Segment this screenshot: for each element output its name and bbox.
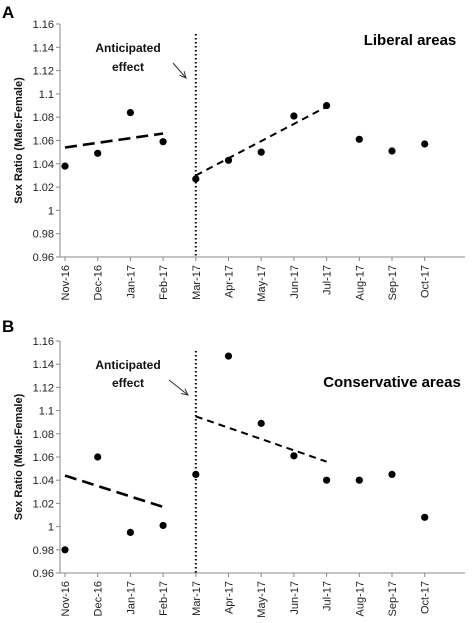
- y-tick-label: 1.12: [33, 66, 54, 78]
- annotation-line-2: effect: [112, 376, 144, 390]
- data-point: [224, 352, 233, 360]
- annotation-line-1: Anticipated: [95, 41, 160, 55]
- x-tick-label: Nov-16: [60, 265, 72, 300]
- x-tick-label: Sep-17: [387, 581, 399, 616]
- y-tick-label: 1.04: [33, 475, 54, 487]
- y-tick-label: 1.02: [33, 498, 54, 510]
- data-point: [61, 162, 69, 170]
- chart-panel-b: B Conservative areas Sex Ratio (Male:Femal…: [2, 317, 465, 618]
- data-point: [323, 101, 331, 110]
- x-tick-label: Jun-17: [289, 581, 301, 615]
- data-point: [421, 513, 429, 521]
- panel-letter: A: [2, 3, 14, 22]
- y-tick-label: 1.1: [39, 406, 54, 418]
- y-tick-label: 1.02: [33, 182, 54, 194]
- data-point: [192, 175, 200, 183]
- chart-panel-a: A Liberal areas Sex Ratio (Male:Female) 0.9…: [2, 3, 465, 302]
- y-tick-label: 1.12: [33, 382, 54, 394]
- x-tick-label: Nov-16: [60, 581, 72, 616]
- data-point: [94, 149, 102, 157]
- y-tick-label: 1.16: [33, 336, 54, 348]
- annotation-line-2: effect: [112, 60, 144, 74]
- x-tick-label: Sep-17: [387, 265, 399, 300]
- x-tick-label: Aug-17: [354, 581, 366, 616]
- chart-title: Liberal areas: [364, 32, 457, 49]
- trend-line-pre: [64, 132, 164, 149]
- x-tick-label: Apr-17: [224, 265, 236, 298]
- x-tick-label: Mar-17: [191, 265, 203, 300]
- annotation-arrow: [168, 379, 189, 396]
- x-tick-label: Apr-17: [224, 581, 236, 614]
- data-point: [257, 419, 265, 427]
- data-point: [224, 156, 233, 164]
- data-point: [126, 108, 134, 117]
- x-tick-label: Feb-17: [158, 581, 170, 616]
- y-tick-label: 1.1: [39, 89, 54, 101]
- data-point: [159, 138, 167, 146]
- data-point: [388, 147, 396, 155]
- y-tick-label: 0.96: [33, 252, 54, 264]
- annotation-arrow: [172, 62, 187, 79]
- data-point: [61, 546, 69, 554]
- y-tick-label: 1.04: [33, 159, 54, 171]
- data-point: [192, 470, 200, 478]
- x-tick-label: Dec-16: [93, 265, 105, 300]
- data-point: [290, 452, 298, 460]
- y-tick-label: 1.14: [33, 42, 54, 54]
- chart-title: Conservative areas: [323, 374, 461, 391]
- x-tick-label: Oct-17: [420, 581, 432, 614]
- x-tick-label: May-17: [256, 581, 268, 618]
- data-point: [323, 476, 331, 484]
- data-point: [355, 135, 363, 143]
- y-axis-label: Sex Ratio (Male:Female): [13, 77, 25, 204]
- annotation-line-1: Anticipated: [95, 358, 160, 372]
- y-tick-label: 0.98: [33, 229, 54, 241]
- data-point: [94, 453, 102, 461]
- x-tick-label: Jul-17: [322, 265, 334, 295]
- y-tick-label: 0.96: [33, 568, 54, 580]
- y-tick-label: 1.08: [33, 429, 54, 441]
- data-point: [421, 140, 429, 148]
- x-tick-label: Aug-17: [354, 265, 366, 300]
- data-point: [388, 470, 396, 478]
- x-tick-label: Jan-17: [125, 265, 137, 299]
- y-tick-label: 1: [48, 205, 54, 217]
- y-tick-label: 1.06: [33, 452, 54, 464]
- y-tick-label: 1.08: [33, 112, 54, 124]
- y-tick-label: 1.06: [33, 136, 54, 148]
- y-tick-label: 1: [48, 522, 54, 534]
- x-tick-label: Jun-17: [289, 265, 301, 299]
- panel-letter: B: [2, 317, 14, 336]
- trend-line-post: [195, 105, 328, 177]
- y-axis-label: Sex Ratio (Male:Female): [13, 393, 25, 520]
- x-tick-label: Feb-17: [158, 265, 170, 300]
- y-tick-label: 0.98: [33, 545, 54, 557]
- annotation-arrowhead: [181, 388, 189, 396]
- annotation-arrowhead: [179, 71, 187, 79]
- data-point: [290, 112, 298, 120]
- data-point: [126, 528, 134, 537]
- data-point: [257, 148, 265, 156]
- data-point: [355, 476, 363, 484]
- x-tick-label: May-17: [256, 265, 268, 302]
- x-tick-label: Oct-17: [420, 265, 432, 298]
- data-point: [159, 521, 167, 530]
- x-tick-label: Dec-16: [93, 581, 105, 616]
- trend-line-pre: [64, 474, 164, 509]
- x-tick-label: Jan-17: [125, 581, 137, 615]
- y-tick-label: 1.14: [33, 359, 54, 371]
- y-tick-label: 1.16: [33, 19, 54, 31]
- x-tick-label: Mar-17: [191, 581, 203, 616]
- x-tick-label: Jul-17: [322, 581, 334, 611]
